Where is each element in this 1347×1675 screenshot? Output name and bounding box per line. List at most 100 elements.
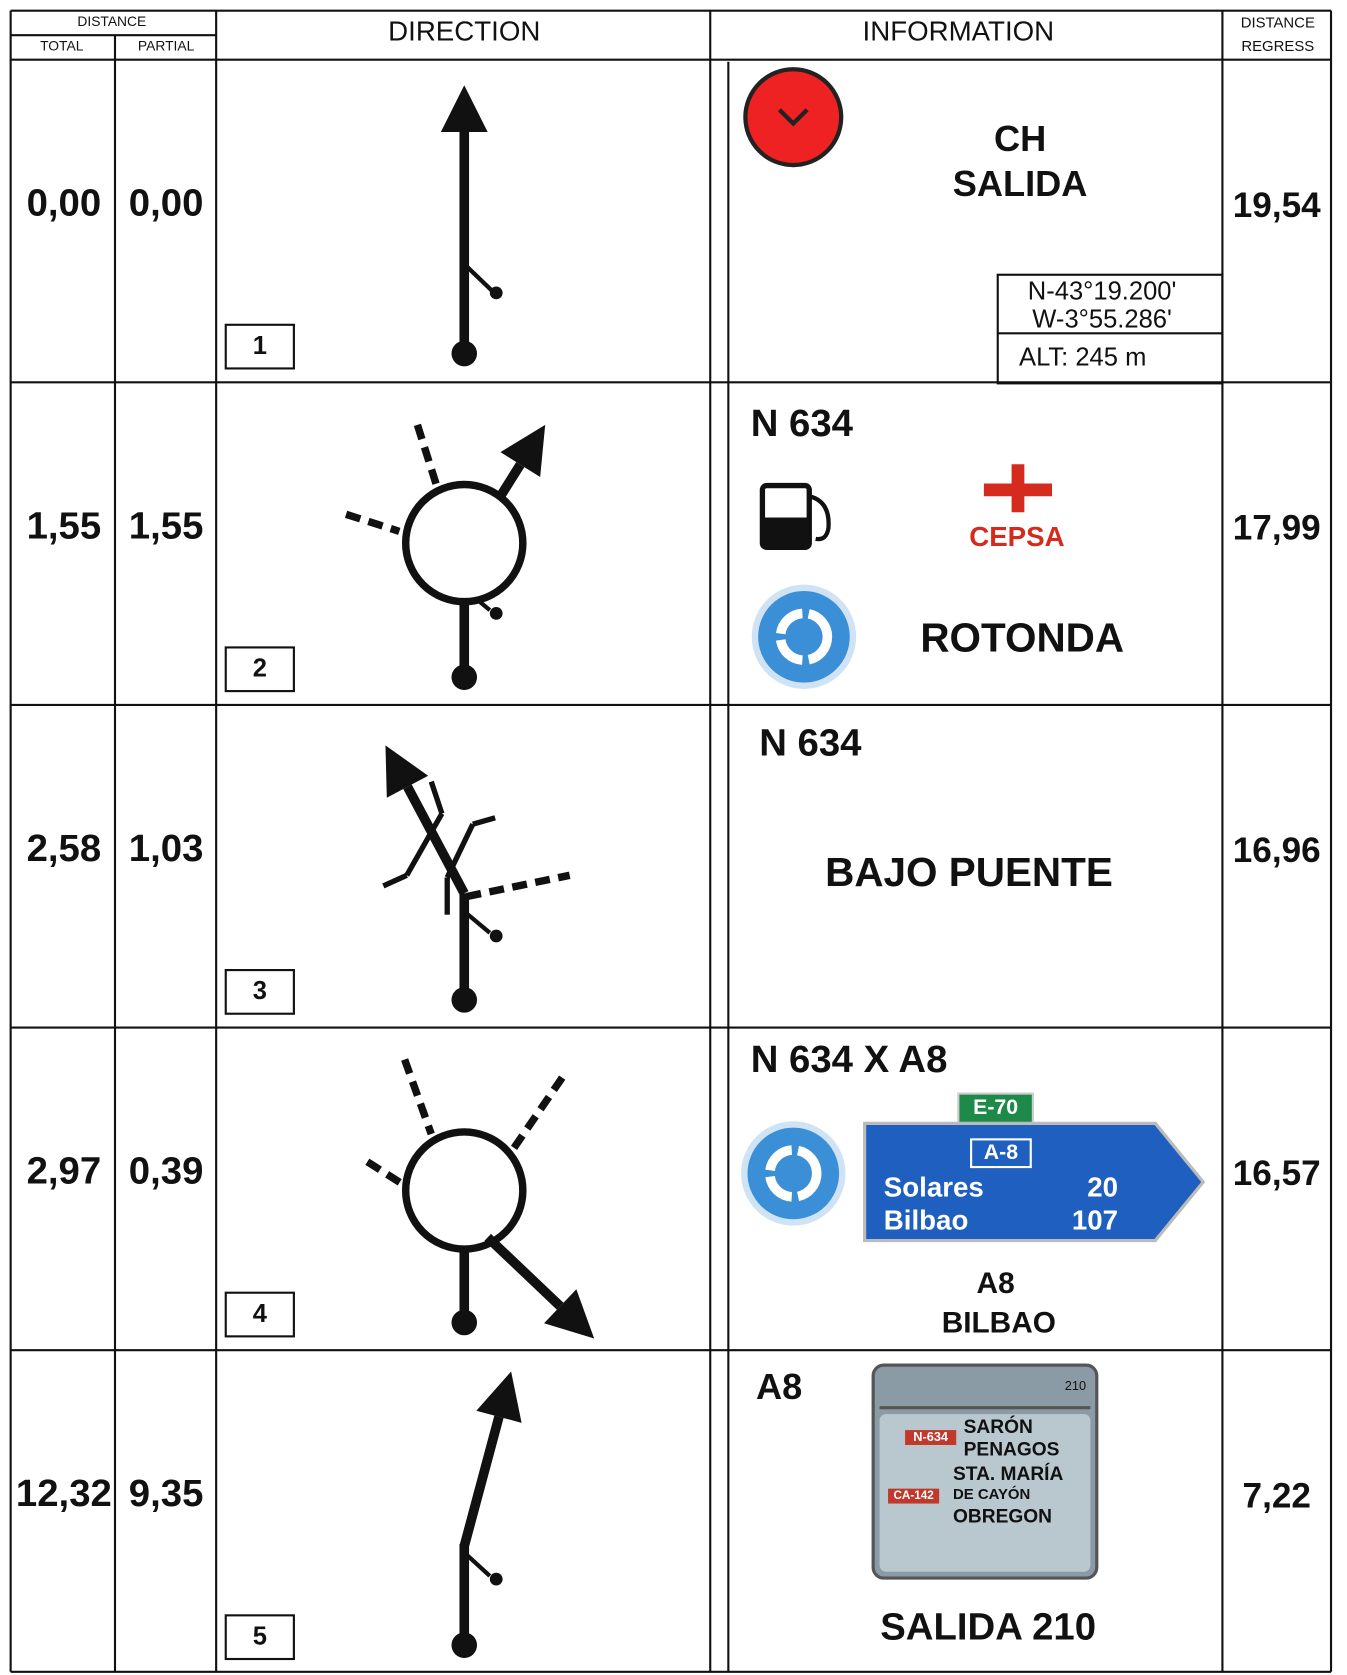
roundabout-sign-arrows [765, 1145, 822, 1202]
number-box [224, 1614, 295, 1661]
header-total: TOTAL [40, 38, 84, 54]
e-sign [957, 1092, 1034, 1125]
stroke [465, 871, 571, 901]
info-title2: SALIDA [953, 163, 1088, 204]
info-exit: 210 [1065, 1378, 1086, 1393]
step-number: 2 [253, 655, 267, 683]
info-place3: STA. MARÍA [953, 1463, 1063, 1485]
info-title1: A8 [977, 1267, 1015, 1300]
dot [451, 1632, 478, 1658]
regress: 17,99 [1233, 509, 1321, 548]
info-lat: N-43°19.200' [1028, 278, 1177, 306]
stroke [462, 909, 492, 935]
road-tag [905, 1430, 957, 1445]
info-title2: BILBAO [942, 1307, 1056, 1340]
coords-box [996, 273, 1224, 385]
dot [489, 1572, 503, 1586]
info-brand: CEPSA [969, 521, 1064, 552]
info-road1: N-634 [913, 1429, 949, 1444]
total: 0,00 [27, 182, 102, 225]
dot [489, 606, 503, 620]
number-box [224, 969, 295, 1015]
info-label: ROTONDA [920, 615, 1124, 661]
stroke [403, 784, 469, 896]
info-km2: 107 [1072, 1205, 1118, 1236]
info-lon: W-3°55.286' [1032, 305, 1172, 333]
road-tag [888, 1488, 940, 1504]
roundabout-sign [751, 584, 857, 689]
stroke [344, 510, 401, 535]
total: 2,97 [27, 1150, 102, 1193]
dot [451, 340, 478, 367]
stroke [444, 823, 476, 879]
info-label: SALIDA 210 [880, 1605, 1096, 1648]
dot [489, 286, 503, 300]
roundabout [401, 480, 527, 606]
fuel-hose [808, 494, 831, 542]
stroke [510, 1075, 566, 1152]
a-sign [970, 1138, 1032, 1169]
info-km1: 20 [1087, 1172, 1118, 1203]
stroke [382, 872, 408, 889]
info-label: BAJO PUENTE [825, 849, 1113, 895]
cepsa-logo [983, 464, 1053, 513]
arrow-head [440, 85, 488, 133]
arrow-head [544, 1289, 595, 1339]
fuel-level [762, 517, 810, 548]
partial: 0,00 [129, 182, 204, 225]
header-information: INFORMATION [863, 15, 1055, 46]
header-partial: PARTIAL [138, 38, 195, 54]
total: 2,58 [27, 827, 102, 870]
dot [451, 987, 478, 1013]
clock-hands [777, 108, 809, 127]
stroke [462, 262, 494, 293]
regress: 16,57 [1233, 1154, 1321, 1193]
stroke [401, 1058, 435, 1136]
arrow-head [476, 1371, 522, 1423]
info-motorway: A-8 [984, 1140, 1018, 1164]
partial: 1,03 [129, 827, 204, 870]
clock [743, 67, 844, 168]
info-title1: CH [994, 118, 1046, 159]
exit-sign-panel [879, 1414, 1091, 1572]
number-box [224, 323, 295, 370]
total: 12,32 [16, 1472, 112, 1515]
partial: 9,35 [129, 1472, 204, 1515]
stroke [496, 462, 525, 499]
stroke [413, 423, 441, 487]
header-direction: DIRECTION [388, 15, 540, 46]
info-road2: CA-142 [893, 1489, 934, 1502]
info-road: N 634 [751, 402, 854, 445]
info-place2: PENAGOS [964, 1439, 1060, 1460]
direction-sign [863, 1121, 1206, 1243]
total: 1,55 [27, 504, 102, 547]
regress: 16,96 [1233, 831, 1321, 870]
roundabout-sign [741, 1121, 846, 1226]
stroke [365, 1158, 405, 1188]
number-box [224, 646, 295, 693]
stroke [472, 815, 496, 827]
roundabout [401, 1128, 527, 1253]
stroke [475, 597, 492, 612]
arrow-head [500, 424, 546, 478]
info-alt: ALT: 245 m [1019, 344, 1146, 372]
regress: 19,54 [1233, 186, 1321, 225]
info-place5: OBREGON [953, 1506, 1052, 1527]
partial: 1,55 [129, 504, 204, 547]
number-box [224, 1291, 295, 1338]
step-number: 5 [253, 1622, 267, 1650]
dot [451, 664, 478, 691]
info-dest1: Solares [884, 1172, 984, 1203]
step-number: 1 [253, 332, 267, 360]
step-number: 4 [253, 1300, 268, 1328]
header-distance: DISTANCE [77, 13, 146, 29]
info-road: N 634 X A8 [751, 1038, 948, 1081]
info-road: A8 [756, 1366, 802, 1407]
stroke [462, 1550, 492, 1578]
partial: 0,39 [129, 1150, 204, 1193]
info-dest2: Bilbao [884, 1205, 969, 1236]
info-place1: SARÓN [964, 1416, 1033, 1438]
stroke [459, 1415, 504, 1548]
grid [9, 9, 1333, 1673]
